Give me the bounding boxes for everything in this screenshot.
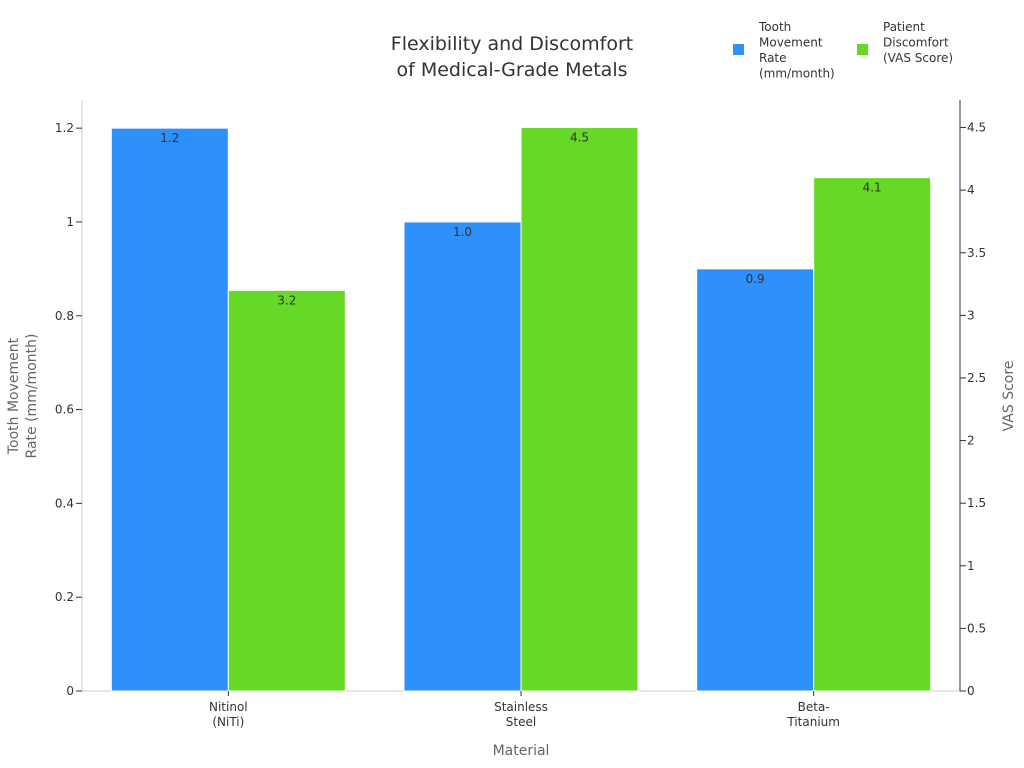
- y-tick-label-left: 1.2: [55, 121, 74, 135]
- bar: [813, 177, 932, 692]
- data-label: 0.9: [746, 272, 765, 286]
- y-tick-label-right: 2.5: [967, 371, 986, 385]
- bar: [403, 221, 522, 692]
- y-tick-label-right: 3: [967, 308, 975, 322]
- y-tick-label-left: 0.4: [55, 496, 74, 510]
- y-tick-label-left: 0: [66, 684, 74, 698]
- legend-label: Tooth Movement Rate (mm/month): [758, 20, 835, 81]
- bar: [110, 127, 229, 692]
- data-label: 4.1: [863, 181, 882, 195]
- x-tick-label: Beta-Titanium: [786, 700, 840, 729]
- bar: [696, 268, 815, 692]
- y-tick-label-right: 3.5: [967, 246, 986, 260]
- y-tick-label-right: 2: [967, 434, 975, 448]
- x-tick-label: Nitinol (NiTi): [209, 700, 248, 729]
- bar: [520, 127, 639, 692]
- y-tick-label-right: 4: [967, 183, 975, 197]
- y-axis-title-left: Tooth Movement Rate (mm/month): [6, 334, 40, 459]
- legend-label: Patient Discomfort (VAS Score): [883, 20, 953, 65]
- y-tick-label-left: 0.2: [55, 590, 74, 604]
- y-tick-label-right: 1: [967, 559, 975, 573]
- legend-swatch: [857, 44, 868, 55]
- x-axis-title: Material: [493, 743, 550, 759]
- data-label: 3.2: [277, 293, 296, 307]
- x-tick-label: Stainless Steel: [494, 700, 548, 729]
- data-label: 4.5: [570, 131, 589, 145]
- data-label: 1.2: [160, 131, 179, 145]
- y-tick-label-right: 0.5: [967, 621, 986, 635]
- legend-swatch: [733, 44, 744, 55]
- y-axis-title-right: VAS Score: [1001, 361, 1017, 432]
- y-tick-label-right: 4.5: [967, 121, 986, 135]
- y-tick-label-right: 1.5: [967, 496, 986, 510]
- data-label: 1.0: [453, 225, 472, 239]
- y-tick-label-left: 0.6: [55, 403, 74, 417]
- bar: [227, 289, 346, 692]
- y-tick-label-left: 0.8: [55, 309, 74, 323]
- y-tick-label-right: 0: [967, 684, 975, 698]
- y-tick-label-left: 1: [66, 215, 74, 229]
- chart-title: Flexibility and Discomfort of Medical-Gra…: [391, 33, 633, 81]
